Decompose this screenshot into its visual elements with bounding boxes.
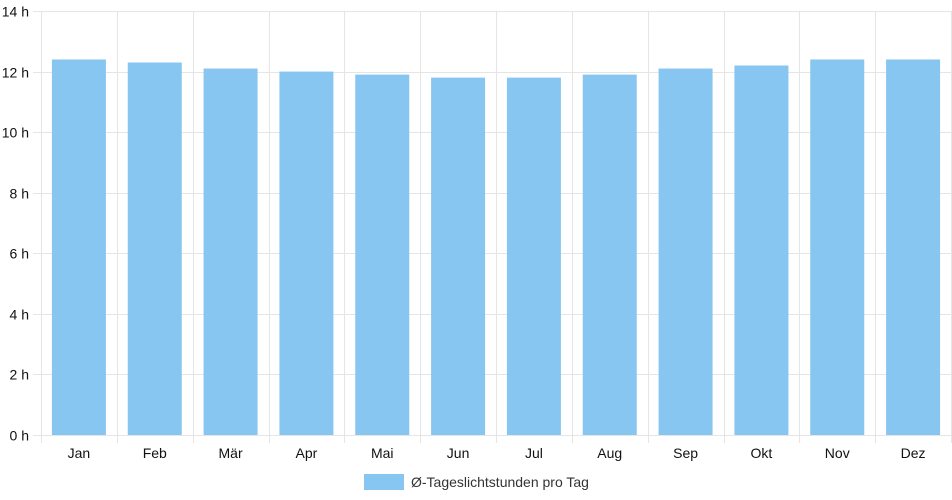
x-tick-label: Jan [68,445,91,461]
x-axis: Jan Feb Mär Apr Mai Jun Jul Aug Sep Okt Nov Dez [68,445,926,461]
x-tick-label: Jun [447,445,470,461]
bar-okt[interactable] [734,65,789,435]
grid [33,11,952,443]
x-tick-label: Sep [673,445,698,461]
bar-mär[interactable] [203,68,258,436]
bar-dez[interactable] [886,59,941,435]
legend-label: Ø-Tageslichtstunden pro Tag [411,474,589,490]
y-tick-label: 4 h [10,307,29,323]
y-tick-label: 12 h [2,65,29,81]
bars [51,59,941,436]
y-tick-label: 0 h [10,428,29,444]
x-tick-label: Mai [371,445,394,461]
legend-swatch [364,474,404,490]
bar-nov[interactable] [810,59,865,435]
x-tick-label: Feb [143,445,167,461]
x-tick-label: Nov [825,445,850,461]
x-tick-label: Aug [597,445,622,461]
bar-mai[interactable] [355,74,410,435]
y-tick-label: 10 h [2,125,29,141]
bar-jun[interactable] [431,77,486,435]
x-tick-label: Okt [751,445,773,461]
bar-apr[interactable] [279,71,334,436]
bar-feb[interactable] [127,62,182,435]
x-tick-label: Jul [525,445,543,461]
y-tick-label: 14 h [2,4,29,20]
legend[interactable]: Ø-Tageslichtstunden pro Tag [364,474,589,490]
bar-sep[interactable] [658,68,713,436]
bar-jul[interactable] [506,77,561,435]
bar-jan[interactable] [51,59,106,435]
bar-aug[interactable] [582,74,637,435]
x-tick-label: Apr [296,445,318,461]
y-tick-label: 8 h [10,186,29,202]
y-tick-label: 6 h [10,246,29,262]
y-tick-label: 2 h [10,367,29,383]
x-tick-label: Mär [219,445,243,461]
y-axis: 0 h 2 h 4 h 6 h 8 h 10 h 12 h 14 h [2,4,29,444]
x-tick-label: Dez [901,445,926,461]
